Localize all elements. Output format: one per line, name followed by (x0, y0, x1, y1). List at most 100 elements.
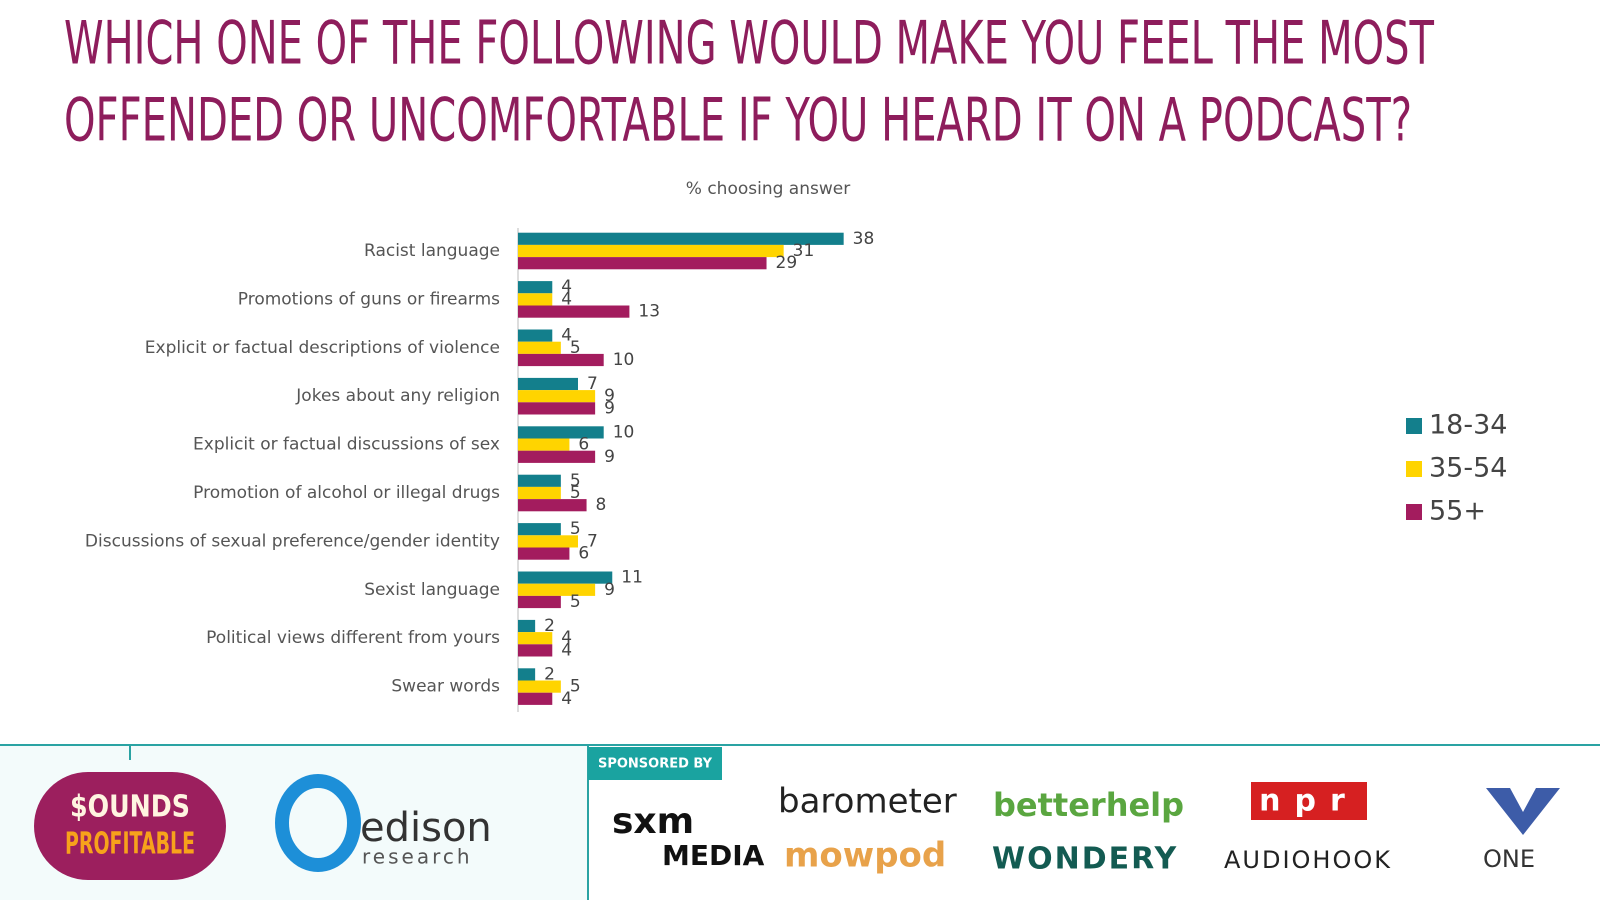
bar (518, 281, 553, 294)
logo-one-mark (1486, 788, 1560, 835)
category-label: Promotions of guns or firearms (238, 289, 500, 309)
value-label: 2 (544, 616, 555, 636)
logo-npr-box (1251, 782, 1367, 820)
bar (518, 547, 570, 560)
value-label: 4 (561, 326, 572, 346)
value-label: 7 (587, 374, 598, 394)
chart-subtitle: % choosing answer (686, 179, 850, 199)
legend-label: 18-34 (1429, 410, 1507, 441)
bar (518, 232, 844, 245)
bar (518, 619, 536, 633)
value-label: 2 (544, 664, 555, 684)
category-label: Racist language (364, 241, 500, 261)
value-label: 11 (621, 568, 643, 588)
bar (518, 450, 596, 463)
category-label: Promotion of alcohol or illegal drugs (193, 483, 500, 503)
value-label: 4 (561, 689, 572, 709)
logo-research: research (362, 845, 473, 869)
bar (518, 341, 561, 354)
category-label: Political views different from yours (206, 628, 500, 648)
bar (518, 583, 596, 596)
value-label: 4 (561, 277, 572, 297)
category-label: Explicit or factual discussions of sex (193, 435, 500, 455)
value-label: 5 (570, 677, 581, 697)
logo-profitable: PROFITABLE (65, 827, 195, 862)
bar (518, 353, 604, 367)
bar (518, 668, 536, 681)
legend-swatch (1406, 461, 1422, 477)
logo-audiohook: AUDIOHOOK (1224, 846, 1392, 874)
value-label: 7 (587, 531, 598, 551)
bar (518, 377, 578, 391)
logo-edison: edison (360, 805, 492, 851)
logo-one: ONE (1483, 845, 1535, 873)
value-label: 29 (776, 253, 798, 273)
legend-swatch (1406, 418, 1422, 434)
value-label: 9 (604, 386, 615, 406)
bar (518, 535, 578, 548)
bar (518, 390, 596, 403)
value-label: 9 (604, 398, 615, 418)
bar (518, 244, 784, 258)
bar (518, 680, 561, 693)
logo-npr: npr (1259, 784, 1359, 819)
value-label: 10 (613, 422, 635, 442)
bar (518, 499, 587, 512)
category-label: Swear words (391, 677, 500, 697)
legend-label: 35-54 (1429, 453, 1507, 484)
logo-wondery: WONDERY (992, 842, 1178, 877)
value-label: 4 (561, 640, 572, 660)
value-label: 5 (570, 483, 581, 503)
logo-mowpod: mowpod (784, 836, 946, 876)
logo-barometer: barometer (778, 782, 957, 822)
logo-badge (34, 772, 226, 880)
value-label: 5 (570, 592, 581, 612)
bar (518, 438, 570, 451)
value-label: 4 (561, 628, 572, 648)
value-label: 5 (570, 471, 581, 491)
bar (518, 692, 553, 705)
logo-sxm: sxm (612, 801, 694, 842)
logo-media: MEDIA (662, 839, 765, 872)
chart-title: WHICH ONE OF THE FOLLOWING WOULD MAKE YO… (64, 9, 1435, 79)
value-label: 13 (638, 302, 660, 322)
category-label: Jokes about any religion (295, 386, 500, 406)
value-label: 5 (570, 338, 581, 358)
bar (518, 257, 767, 270)
category-label: Sexist language (364, 580, 500, 600)
value-label: 8 (596, 495, 607, 515)
sponsored-label: SPONSORED BY (598, 757, 713, 772)
value-label: 10 (613, 350, 635, 370)
bar (518, 571, 613, 584)
value-label: 6 (578, 544, 589, 564)
category-label: Discussions of sexual preference/gender … (85, 531, 500, 551)
bar (518, 305, 630, 318)
bar (518, 426, 604, 439)
logo-betterhelp: betterhelp (993, 786, 1184, 824)
bar (518, 329, 553, 342)
bar (518, 486, 561, 500)
value-label: 38 (853, 229, 875, 249)
value-label: 6 (578, 435, 589, 455)
bar (518, 595, 561, 609)
legend-swatch (1406, 504, 1422, 520)
value-label: 9 (604, 447, 615, 467)
bar (518, 402, 596, 415)
logo-sounds: $OUNDS (70, 790, 190, 825)
sponsored-badge (588, 747, 722, 780)
chart-title: OFFENDED OR UNCOMFORTABLE IF YOU HEARD I… (64, 86, 1412, 156)
value-label: 4 (561, 289, 572, 309)
value-label: 31 (793, 241, 815, 261)
logo-edison-mark (275, 774, 361, 872)
bar (518, 474, 561, 487)
bar (518, 523, 561, 536)
bar (518, 632, 553, 645)
category-label: Explicit or factual descriptions of viol… (145, 338, 500, 358)
value-label: 5 (570, 519, 581, 539)
legend-label: 55+ (1429, 496, 1486, 527)
bar (518, 644, 553, 657)
bar (518, 293, 553, 306)
value-label: 9 (604, 580, 615, 600)
